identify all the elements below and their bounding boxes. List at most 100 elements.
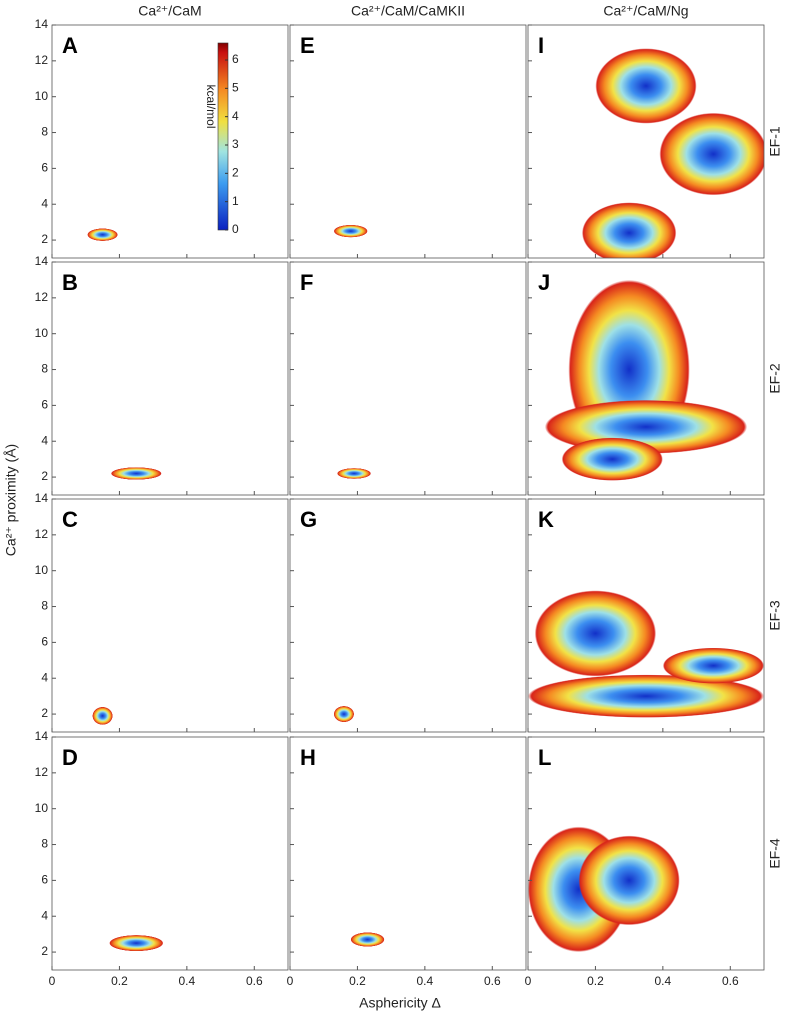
y-tick-label: 8 xyxy=(41,362,48,376)
panel xyxy=(528,590,764,718)
y-tick-label: 6 xyxy=(41,161,48,175)
y-tick-label: 10 xyxy=(35,89,49,103)
x-tick-label: 0.6 xyxy=(246,974,263,988)
y-tick-label: 10 xyxy=(35,563,49,577)
energy-basin xyxy=(333,224,368,238)
y-axis-label: Ca²⁺ proximity (Å) xyxy=(3,444,19,556)
y-tick-label: 14 xyxy=(35,17,49,31)
panel xyxy=(333,706,355,723)
panel-frame xyxy=(289,498,527,733)
colorbar-tick-label: 0 xyxy=(232,222,239,236)
panel-frame xyxy=(289,24,527,259)
panel xyxy=(109,935,164,952)
row-label: EF-2 xyxy=(767,363,783,394)
energy-basin xyxy=(534,590,657,677)
column-title: Ca²⁺/CaM/CaMKII xyxy=(351,3,465,19)
panel-frame xyxy=(51,736,289,971)
panel xyxy=(350,932,385,947)
panel xyxy=(87,228,118,241)
colorbar-label: kcal/mol xyxy=(204,84,218,128)
x-tick-label: 0 xyxy=(287,974,294,988)
panel-letter: J xyxy=(538,270,550,295)
y-tick-label: 14 xyxy=(35,491,49,505)
y-tick-label: 12 xyxy=(35,53,49,67)
panel xyxy=(581,48,764,258)
panel-frame xyxy=(527,261,765,496)
x-tick-label: 0.4 xyxy=(179,974,196,988)
x-axis-label: Asphericity Δ xyxy=(359,995,441,1011)
y-tick-label: 12 xyxy=(35,290,49,304)
x-tick-label: 0.6 xyxy=(722,974,739,988)
y-tick-label: 2 xyxy=(41,232,48,246)
panel xyxy=(544,279,748,481)
panel-letter: I xyxy=(538,33,544,58)
panel-frame xyxy=(289,736,527,971)
panel-frame xyxy=(51,24,289,259)
row-label: EF-1 xyxy=(767,126,783,157)
y-tick-label: 2 xyxy=(41,944,48,958)
panel-frame xyxy=(527,498,765,733)
y-tick-label: 2 xyxy=(41,706,48,720)
x-tick-label: 0.2 xyxy=(587,974,604,988)
column-title: Ca²⁺/CaM/Ng xyxy=(603,3,688,19)
energy-basin xyxy=(92,706,113,725)
panel-letter: B xyxy=(62,270,78,295)
panel-frame xyxy=(527,736,765,971)
colorbar-tick-label: 4 xyxy=(232,109,239,123)
energy-basin xyxy=(87,228,118,241)
y-tick-label: 4 xyxy=(41,908,48,922)
panel-letter: F xyxy=(300,270,313,295)
panel-letter: A xyxy=(62,33,78,58)
energy-basin xyxy=(578,835,680,926)
panel xyxy=(337,468,371,479)
panel-letter: K xyxy=(538,507,554,532)
y-tick-label: 8 xyxy=(41,125,48,139)
x-tick-label: 0.4 xyxy=(417,974,434,988)
y-tick-label: 12 xyxy=(35,765,49,779)
colorbar xyxy=(217,42,229,231)
y-tick-label: 4 xyxy=(41,670,48,684)
x-tick-label: 0.4 xyxy=(655,974,672,988)
y-tick-label: 14 xyxy=(35,729,49,743)
colorbar-tick-label: 1 xyxy=(232,194,239,208)
y-tick-label: 10 xyxy=(35,801,49,815)
y-tick-label: 6 xyxy=(41,398,48,412)
column-title: Ca²⁺/CaM xyxy=(138,3,201,19)
energy-basin xyxy=(350,932,385,947)
y-tick-label: 4 xyxy=(41,433,48,447)
y-tick-label: 4 xyxy=(41,196,48,210)
colorbar-tick-label: 6 xyxy=(232,52,239,66)
panel xyxy=(111,467,162,480)
panel-frame xyxy=(527,24,765,259)
panel-letter: L xyxy=(538,745,551,770)
colorbar-tick-label: 2 xyxy=(232,166,239,180)
panel-letter: E xyxy=(300,33,315,58)
y-tick-label: 14 xyxy=(35,254,49,268)
panel-letter: H xyxy=(300,745,316,770)
x-tick-label: 0 xyxy=(525,974,532,988)
panel-frame xyxy=(51,261,289,496)
panel-letter: D xyxy=(62,745,78,770)
row-label: EF-4 xyxy=(767,838,783,869)
panel xyxy=(333,224,368,238)
x-tick-label: 0.6 xyxy=(484,974,501,988)
x-tick-label: 0.2 xyxy=(349,974,366,988)
y-tick-label: 6 xyxy=(41,635,48,649)
y-tick-label: 10 xyxy=(35,326,49,340)
x-tick-label: 0 xyxy=(49,974,56,988)
energy-basin xyxy=(111,467,162,480)
energy-basin xyxy=(333,706,355,723)
panel xyxy=(528,826,680,953)
energy-basin xyxy=(561,437,663,481)
panel-letter: C xyxy=(62,507,78,532)
y-tick-label: 2 xyxy=(41,469,48,483)
panel xyxy=(92,706,113,725)
y-tick-label: 8 xyxy=(41,837,48,851)
panel-frame xyxy=(289,261,527,496)
y-tick-label: 6 xyxy=(41,873,48,887)
energy-basin xyxy=(659,112,764,196)
row-label: EF-3 xyxy=(767,600,783,631)
x-tick-label: 0.2 xyxy=(111,974,128,988)
y-tick-label: 8 xyxy=(41,599,48,613)
